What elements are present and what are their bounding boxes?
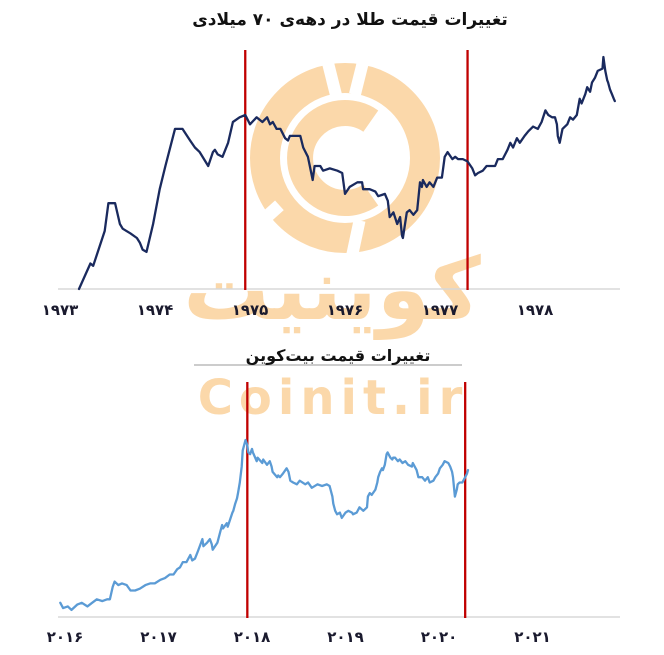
- bitcoin-x-tick-label: ۲۰۲۰: [420, 628, 458, 646]
- bitcoin-x-tick-label: ۲۰۱۹: [327, 628, 364, 646]
- gold-x-tick-label: ۱۹۷۸: [516, 301, 554, 319]
- title-underline-rule: [194, 364, 462, 366]
- bitcoin-x-tick-label: ۲۰۱۸: [233, 628, 271, 646]
- watermark-text-farsi: کوینیت: [183, 240, 481, 340]
- gold-chart-title: تغییرات قیمت طلا در دهه‌ی ۷۰ میلادی: [192, 10, 508, 30]
- gold-x-tick-label: ۱۹۷۵: [231, 301, 269, 319]
- bitcoin-price-line: [59, 438, 470, 612]
- bitcoin-x-tick-label: ۲۰۱۷: [140, 628, 177, 646]
- gold-x-tick-label: ۱۹۷۴: [136, 301, 174, 319]
- gold-x-tick-label: ۱۹۷۶: [326, 301, 364, 319]
- bitcoin-x-tick-label: ۲۰۱۶: [46, 628, 84, 646]
- gold-x-tick-label: ۱۹۷۷: [421, 301, 459, 319]
- coinit-logo-icon: [237, 52, 440, 265]
- watermark-text-latin: Coinit.ir: [197, 370, 469, 426]
- bitcoin-x-tick-label: ۲۰۲۱: [514, 628, 551, 646]
- gold-price-line: [77, 55, 616, 291]
- gold-x-tick-label: ۱۹۷۳: [41, 301, 79, 319]
- bitcoin-chart-title: تغییرات قیمت بیت‌کوین: [245, 346, 431, 365]
